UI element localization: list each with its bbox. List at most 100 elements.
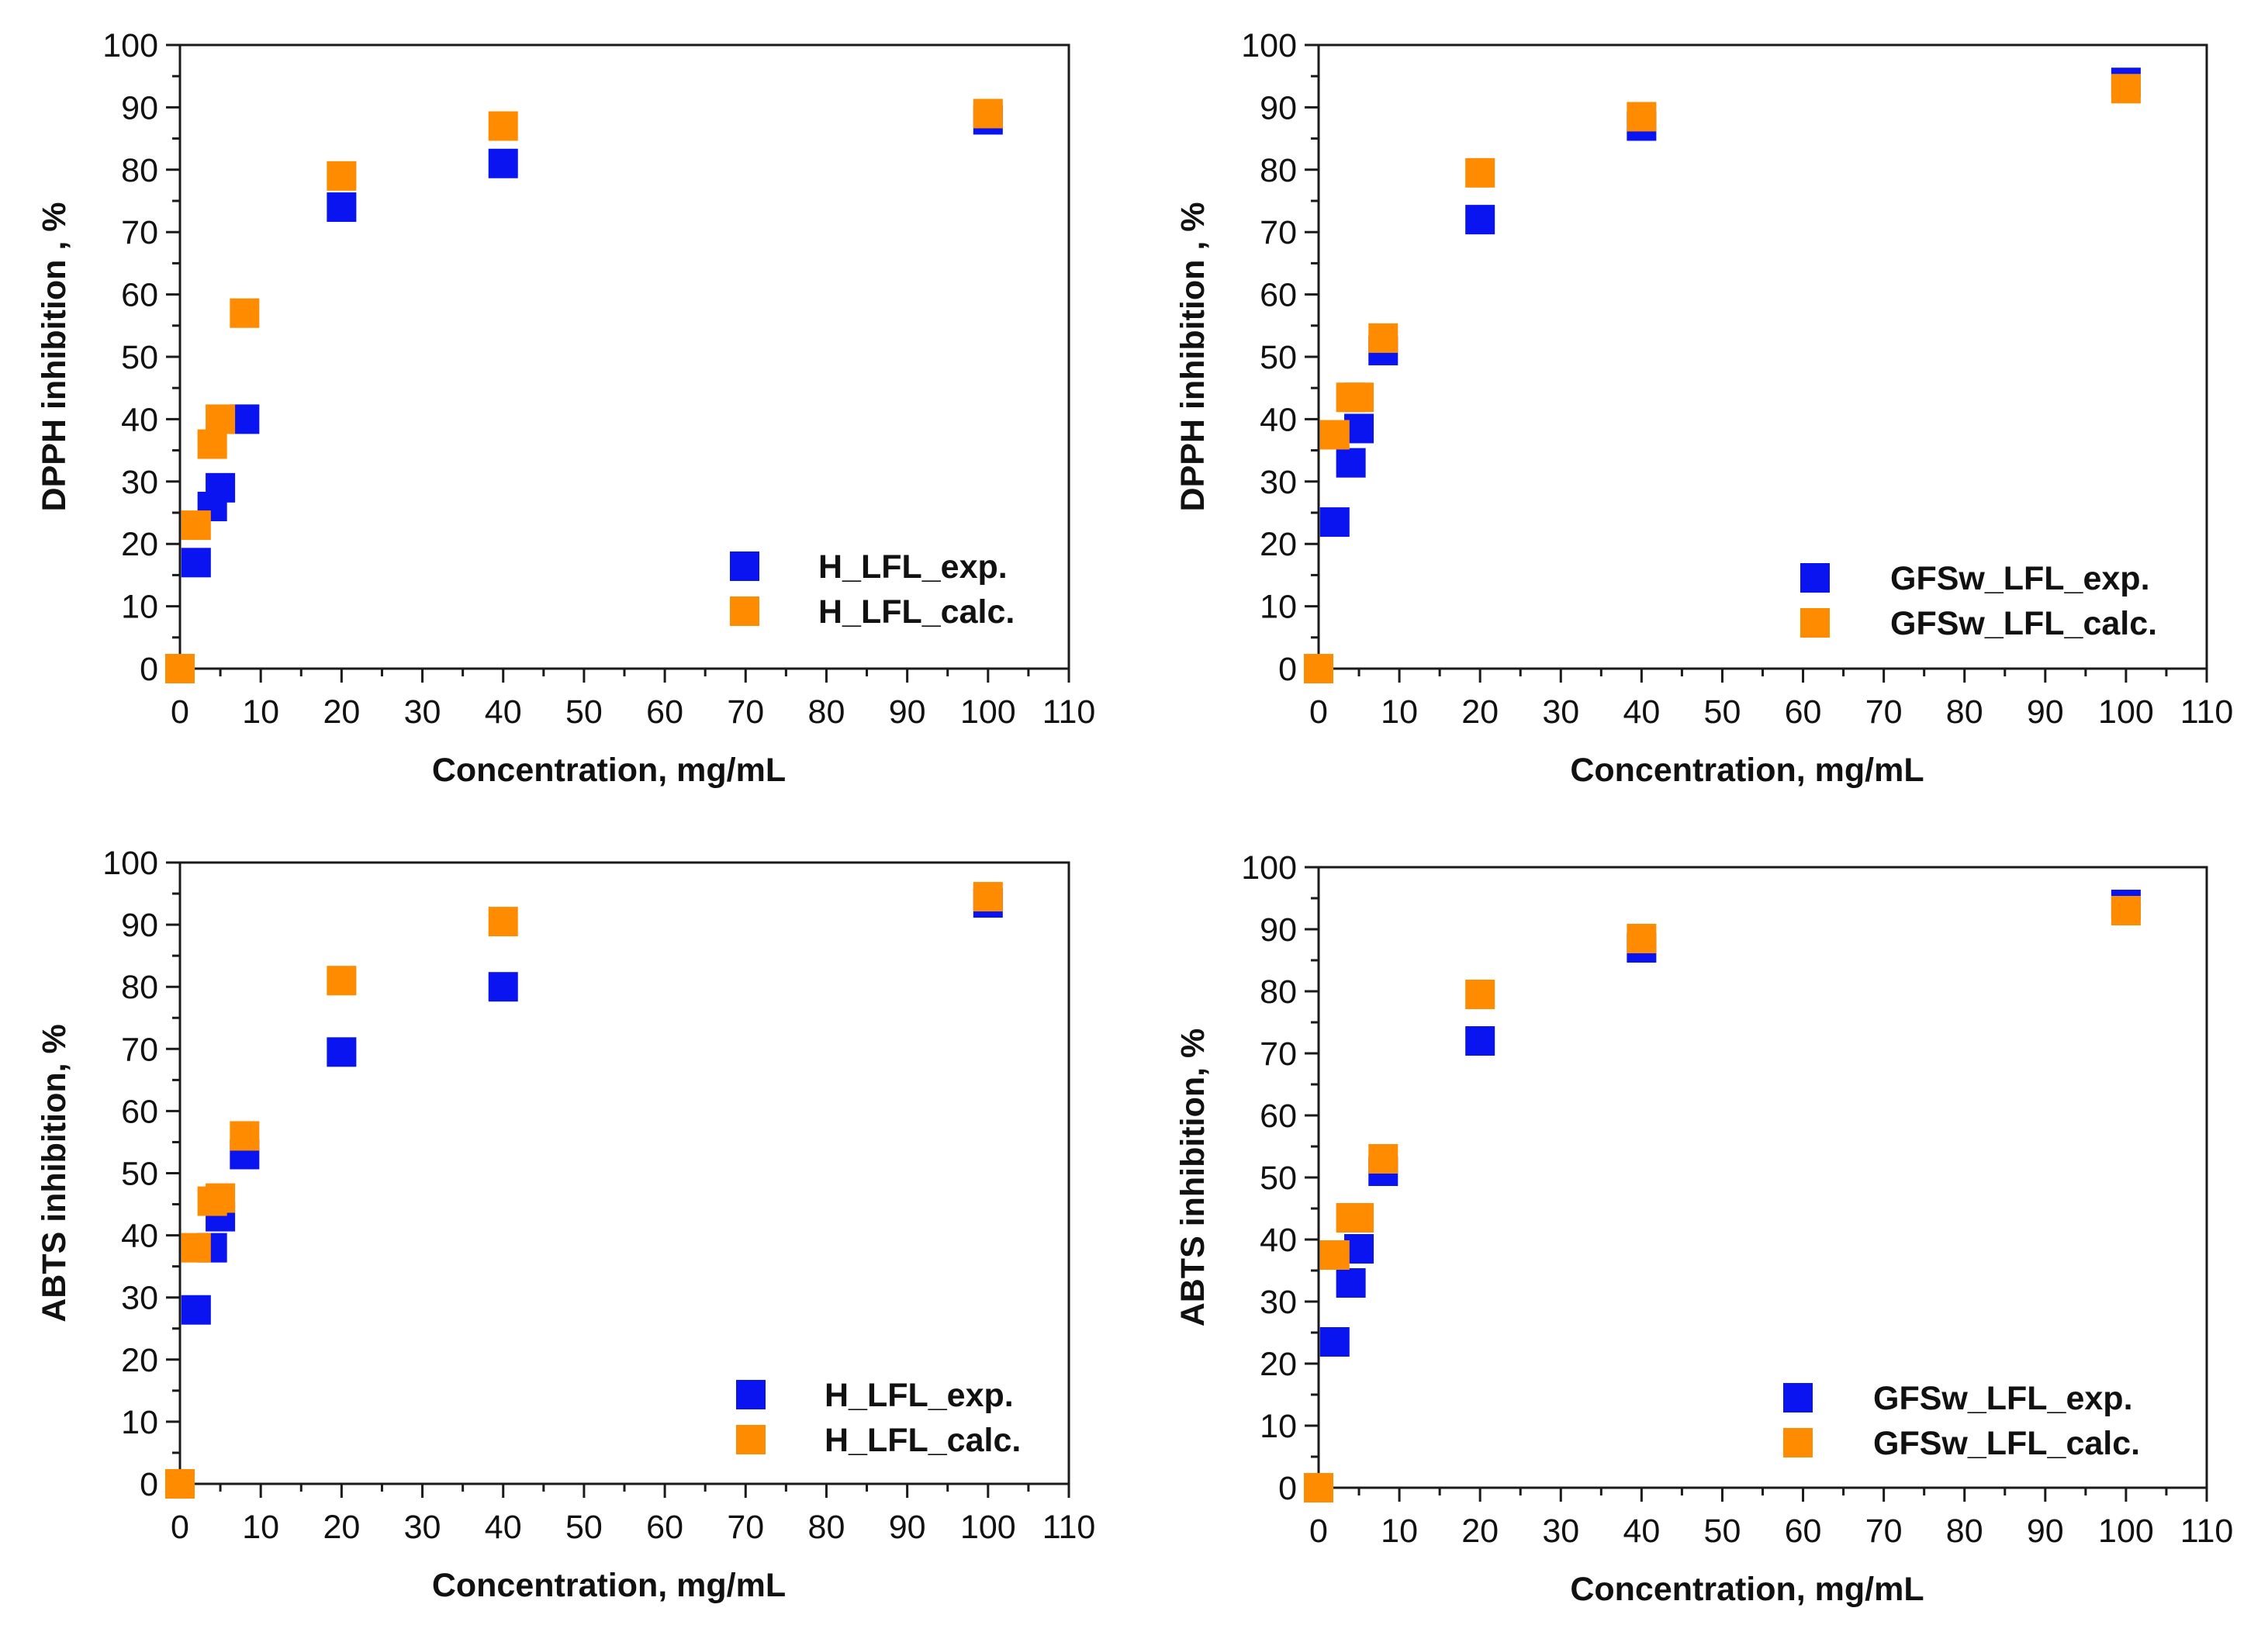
x-tick-label: 20	[1461, 693, 1499, 731]
x-tick-label: 60	[646, 693, 683, 731]
x-tick-label: 90	[889, 693, 926, 731]
x-tick-label: 30	[1542, 693, 1579, 731]
x-tick-label: 50	[1704, 693, 1741, 731]
legend-swatch-calc	[1783, 1428, 1813, 1457]
x-axis-title: Concentration, mg/mL	[432, 752, 786, 789]
legend-label-exp: GFSw_LFL_exp.	[1873, 1380, 2133, 1417]
data-point-exp	[1336, 448, 1366, 478]
y-tick-label: 60	[1260, 277, 1297, 314]
data-point-calc	[1465, 157, 1495, 188]
y-tick-label: 70	[121, 214, 158, 251]
y-tick-label: 70	[121, 1031, 158, 1068]
data-point-calc	[973, 882, 1003, 912]
x-tick-label: 60	[646, 1509, 683, 1546]
legend-swatch-exp	[1800, 563, 1830, 593]
x-tick-label: 70	[727, 1509, 764, 1546]
series-exp	[181, 888, 1003, 1325]
x-tick-label: 0	[171, 693, 189, 731]
chart-panel-1: 0 10 20 30 40 50 60 70 80 90 100 110 0 10 20 30 40 50 60 70…	[36, 27, 1095, 789]
x-tick-label: 90	[2027, 693, 2064, 731]
data-point-calc	[2111, 74, 2141, 104]
y-axis-title: DPPH inhibition , %	[1174, 202, 1212, 512]
chart-panel-2: 0 10 20 30 40 50 60 70 80 90 100 110 0 10 20 30 40 50 60 70…	[1174, 27, 2233, 789]
y-tick-label: 20	[1260, 526, 1297, 563]
y-tick-label: 90	[1260, 911, 1297, 949]
data-point-exp	[181, 548, 211, 578]
data-point-calc	[197, 429, 227, 459]
x-tick-label: 20	[1461, 1513, 1499, 1550]
data-point-calc	[1319, 1240, 1350, 1270]
data-point-calc	[1304, 1473, 1333, 1502]
y-tick-label: 40	[1260, 401, 1297, 438]
x-tick-label: 50	[1704, 1513, 1741, 1550]
data-point-calc	[206, 404, 236, 434]
y-tick-label: 100	[102, 845, 158, 882]
x-tick-label: 70	[1865, 693, 1903, 731]
x-tick-label: 20	[323, 1509, 360, 1546]
x-axis-title: Concentration, mg/mL	[432, 1567, 786, 1604]
y-tick-label: 90	[121, 89, 158, 126]
data-point-exp	[327, 1037, 357, 1067]
data-point-exp	[1319, 507, 1350, 538]
y-tick-label: 20	[121, 526, 158, 563]
x-tick-label: 70	[727, 693, 764, 731]
x-tick-label: 50	[565, 693, 603, 731]
x-tick-label: 100	[2098, 1513, 2154, 1550]
y-tick-label: 80	[1260, 973, 1297, 1011]
x-tick-label: 0	[1309, 693, 1328, 731]
y-tick-label: 40	[121, 1218, 158, 1255]
data-point-calc	[488, 907, 518, 937]
data-point-exp	[181, 1295, 211, 1325]
series-exp	[1319, 67, 2141, 538]
x-tick-label: 90	[2027, 1513, 2064, 1550]
y-tick-label: 40	[121, 401, 158, 438]
x-tick-label: 60	[1785, 693, 1822, 731]
x-tick-label: 110	[1042, 693, 1096, 731]
x-tick-label: 110	[2180, 693, 2234, 731]
y-tick-label: 20	[1260, 1346, 1297, 1383]
legend-label-calc: GFSw_LFL_calc.	[1890, 605, 2157, 642]
series-calc	[165, 882, 1003, 1499]
data-point-calc	[327, 161, 357, 191]
x-tick-label: 0	[1309, 1513, 1328, 1550]
x-tick-label: 10	[1381, 1513, 1418, 1550]
y-tick-label: 0	[1278, 651, 1297, 688]
data-point-calc	[230, 298, 260, 328]
y-tick-label: 40	[1260, 1222, 1297, 1259]
data-point-calc	[488, 111, 518, 141]
data-point-calc	[230, 1121, 260, 1151]
data-point-calc	[165, 1469, 195, 1499]
x-tick-label: 60	[1785, 1513, 1822, 1550]
y-tick-label: 80	[121, 969, 158, 1006]
data-point-calc	[181, 510, 211, 541]
y-tick-label: 100	[102, 27, 158, 64]
x-axis-title: Concentration, mg/mL	[1570, 752, 1924, 789]
x-tick-label: 80	[808, 1509, 845, 1546]
x-tick-label: 40	[1623, 693, 1660, 731]
y-tick-label: 60	[121, 277, 158, 314]
y-tick-label: 30	[121, 464, 158, 501]
y-axis-title: ABTS inhibition, %	[36, 1024, 73, 1323]
legend-swatch-exp	[1783, 1383, 1813, 1412]
data-point-calc	[1368, 1144, 1398, 1174]
y-tick-label: 70	[1260, 214, 1297, 251]
legend-swatch-calc	[736, 1425, 766, 1454]
data-point-calc	[973, 99, 1003, 129]
series-exp	[1319, 890, 2141, 1357]
legend-swatch-exp	[736, 1380, 766, 1409]
x-tick-label: 10	[1381, 693, 1418, 731]
data-point-calc	[1627, 924, 1657, 953]
x-tick-label: 110	[2180, 1513, 2234, 1550]
data-point-calc	[1344, 382, 1374, 413]
x-tick-label: 70	[1865, 1513, 1903, 1550]
x-tick-label: 80	[1946, 1513, 1983, 1550]
x-tick-label: 40	[485, 1509, 522, 1546]
legend-swatch-calc	[1800, 608, 1830, 638]
data-point-calc	[1627, 102, 1657, 132]
data-point-exp	[1465, 205, 1495, 235]
data-point-calc	[181, 1233, 211, 1263]
chart-panel-3: 0 10 20 30 40 50 60 70 80 90 100 110 0 10 20 30 40 50 60 70…	[36, 845, 1095, 1604]
y-tick-label: 10	[1260, 1408, 1297, 1445]
x-tick-label: 10	[242, 693, 279, 731]
y-tick-label: 50	[121, 339, 158, 376]
